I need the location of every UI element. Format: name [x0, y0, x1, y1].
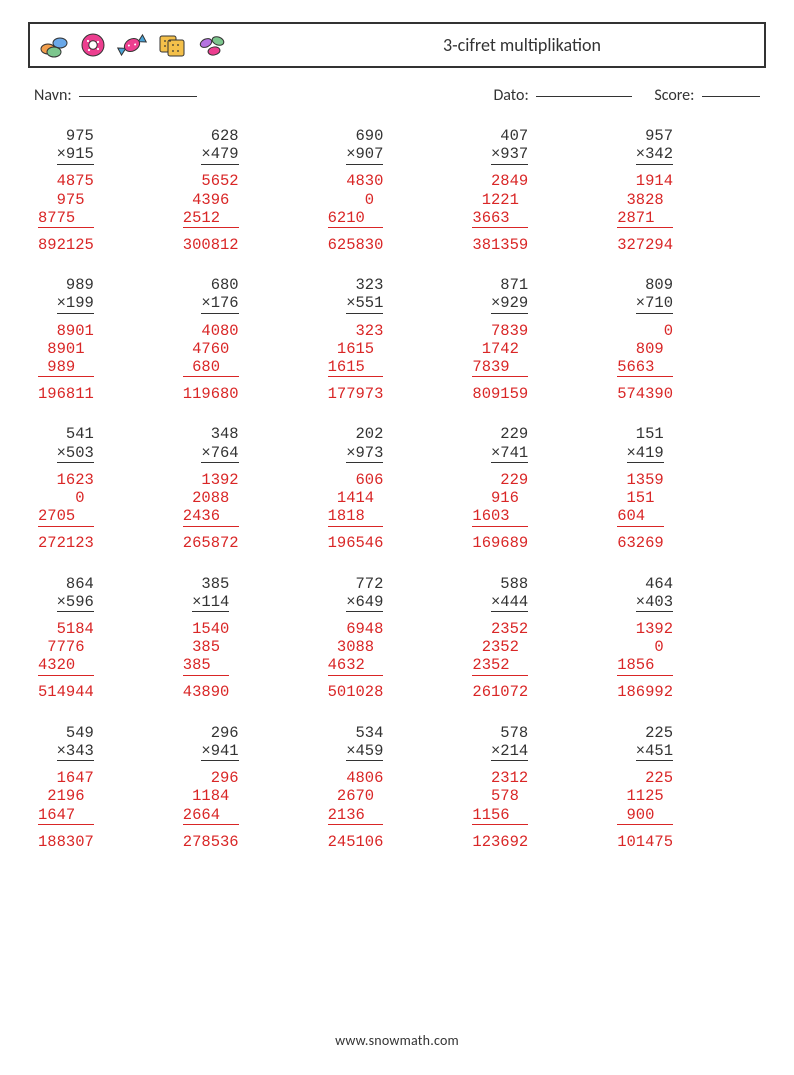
macarons-icon — [40, 31, 70, 59]
problem-cell: 549 ×343 1647 2196 1647 188307 — [38, 724, 177, 851]
worksheet-header: 3-cifret multiplikation — [28, 22, 766, 68]
problem-cell: 989 ×199 8901 8901 989 196811 — [38, 276, 177, 403]
meta-row: Navn: Dato: Score: — [34, 86, 760, 105]
candy-icon — [116, 31, 148, 59]
problem-cell: 690 ×907 4830 0 6210 625830 — [328, 127, 467, 254]
problem-cell: 975 ×915 4875 975 8775 892125 — [38, 127, 177, 254]
problem-cell: 680 ×176 4080 4760 680 119680 — [183, 276, 322, 403]
problem-cell: 225 ×451 225 1125 900 101475 — [617, 724, 756, 851]
footer-url: www.snowmath.com — [0, 1032, 794, 1049]
score-label: Score: — [654, 86, 694, 105]
problem-cell: 809 ×710 0 809 5663 574390 — [617, 276, 756, 403]
problems-grid: 975 ×915 4875 975 8775 892125 628 ×479 5… — [38, 127, 756, 851]
date-blank[interactable] — [536, 96, 632, 97]
problem-cell: 957 ×342 1914 3828 2871 327294 — [617, 127, 756, 254]
problem-cell: 348 ×764 1392 2088 2436 265872 — [183, 425, 322, 552]
problem-cell: 407 ×937 2849 1221 3663 381359 — [472, 127, 611, 254]
jellybeans-icon — [196, 31, 228, 59]
problem-cell: 588 ×444 2352 2352 2352 261072 — [472, 575, 611, 702]
problem-cell: 296 ×941 296 1184 2664 278536 — [183, 724, 322, 851]
problem-cell: 534 ×459 4806 2670 2136 245106 — [328, 724, 467, 851]
name-blank[interactable] — [79, 96, 197, 97]
problem-cell: 229 ×741 229 916 1603 169689 — [472, 425, 611, 552]
name-label: Navn: — [34, 86, 72, 105]
problem-cell: 864 ×596 5184 7776 4320 514944 — [38, 575, 177, 702]
donut-icon — [78, 31, 108, 59]
date-label: Dato: — [493, 86, 528, 105]
problem-cell: 578 ×214 2312 578 1156 123692 — [472, 724, 611, 851]
score-blank[interactable] — [702, 96, 760, 97]
problem-cell: 871 ×929 7839 1742 7839 809159 — [472, 276, 611, 403]
problem-cell: 151 ×419 1359 151 604 63269 — [617, 425, 756, 552]
candy-icon-row — [30, 31, 228, 59]
problem-cell: 628 ×479 5652 4396 2512 300812 — [183, 127, 322, 254]
problem-cell: 385 ×114 1540 385 385 43890 — [183, 575, 322, 702]
problem-cell: 541 ×503 1623 0 2705 272123 — [38, 425, 177, 552]
crackers-icon — [156, 31, 188, 59]
problem-cell: 464 ×403 1392 0 1856 186992 — [617, 575, 756, 702]
problem-cell: 323 ×551 323 1615 1615 177973 — [328, 276, 467, 403]
problem-cell: 202 ×973 606 1414 1818 196546 — [328, 425, 467, 552]
problem-cell: 772 ×649 6948 3088 4632 501028 — [328, 575, 467, 702]
